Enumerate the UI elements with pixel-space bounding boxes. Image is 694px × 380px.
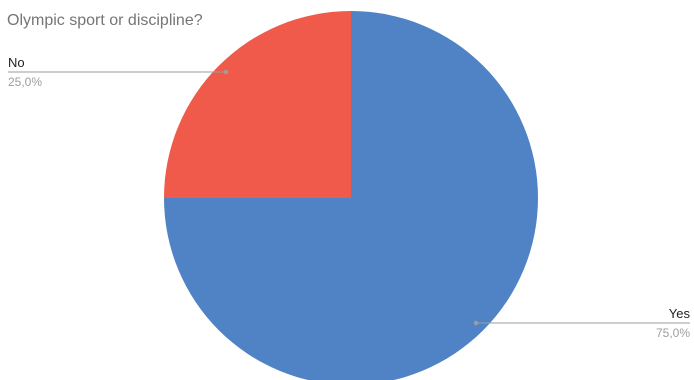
leader-dot-yes: [473, 320, 479, 326]
pie-slice-no: [164, 11, 351, 198]
slice-percent-yes: 75,0%: [656, 326, 690, 340]
leader-dot-no: [223, 69, 229, 75]
slice-percent-no: 25,0%: [8, 75, 42, 89]
slice-label-no: No 25,0%: [8, 55, 229, 89]
chart-title: Olympic sport or discipline?: [7, 12, 203, 29]
pie-slices: [164, 11, 538, 380]
slice-label-yes: Yes 75,0%: [473, 306, 691, 340]
slice-name-yes: Yes: [669, 306, 691, 321]
slice-name-no: No: [8, 55, 25, 70]
